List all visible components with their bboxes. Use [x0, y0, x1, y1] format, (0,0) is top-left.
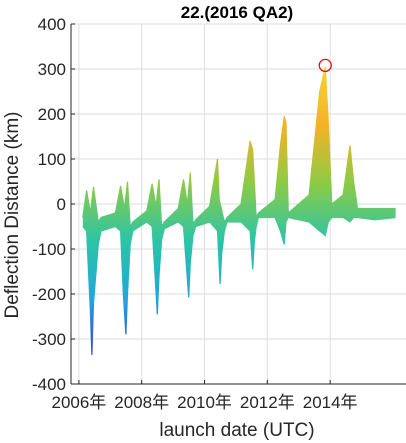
- y-tick-label: -400: [32, 375, 66, 394]
- x-tick-label: 2014年: [303, 393, 358, 412]
- y-tick-label: 0: [57, 195, 66, 214]
- y-tick-label: 300: [38, 60, 66, 79]
- y-axis-label: Deflection Distance (km): [2, 112, 23, 319]
- y-tick-label: 400: [38, 15, 66, 34]
- x-axis-label: launch date (UTC): [159, 420, 314, 441]
- y-axis-ticks: -400 -300 -200 -100 0 100 200 300 400: [32, 15, 75, 394]
- deflection-area: [82, 66, 396, 355]
- y-tick-label: -200: [32, 285, 66, 304]
- x-tick-label: 2012年: [240, 393, 295, 412]
- chart-title: 22.(2016 QA2): [181, 3, 293, 22]
- y-tick-label: -100: [32, 240, 66, 259]
- y-tick-label: 200: [38, 105, 66, 124]
- x-tick-label: 2010年: [177, 393, 232, 412]
- x-tick-label: 2006年: [51, 393, 106, 412]
- annotation-group: [318, 58, 332, 73]
- y-tick-label: 100: [38, 150, 66, 169]
- max-point-marker: [318, 58, 332, 73]
- lower-envelope-line: [82, 216, 396, 355]
- x-tick-label: 2008年: [114, 393, 169, 412]
- x-axis-ticks: 2006年 2008年 2010年 2012年 2014年: [51, 380, 358, 412]
- y-tick-label: -300: [32, 330, 66, 349]
